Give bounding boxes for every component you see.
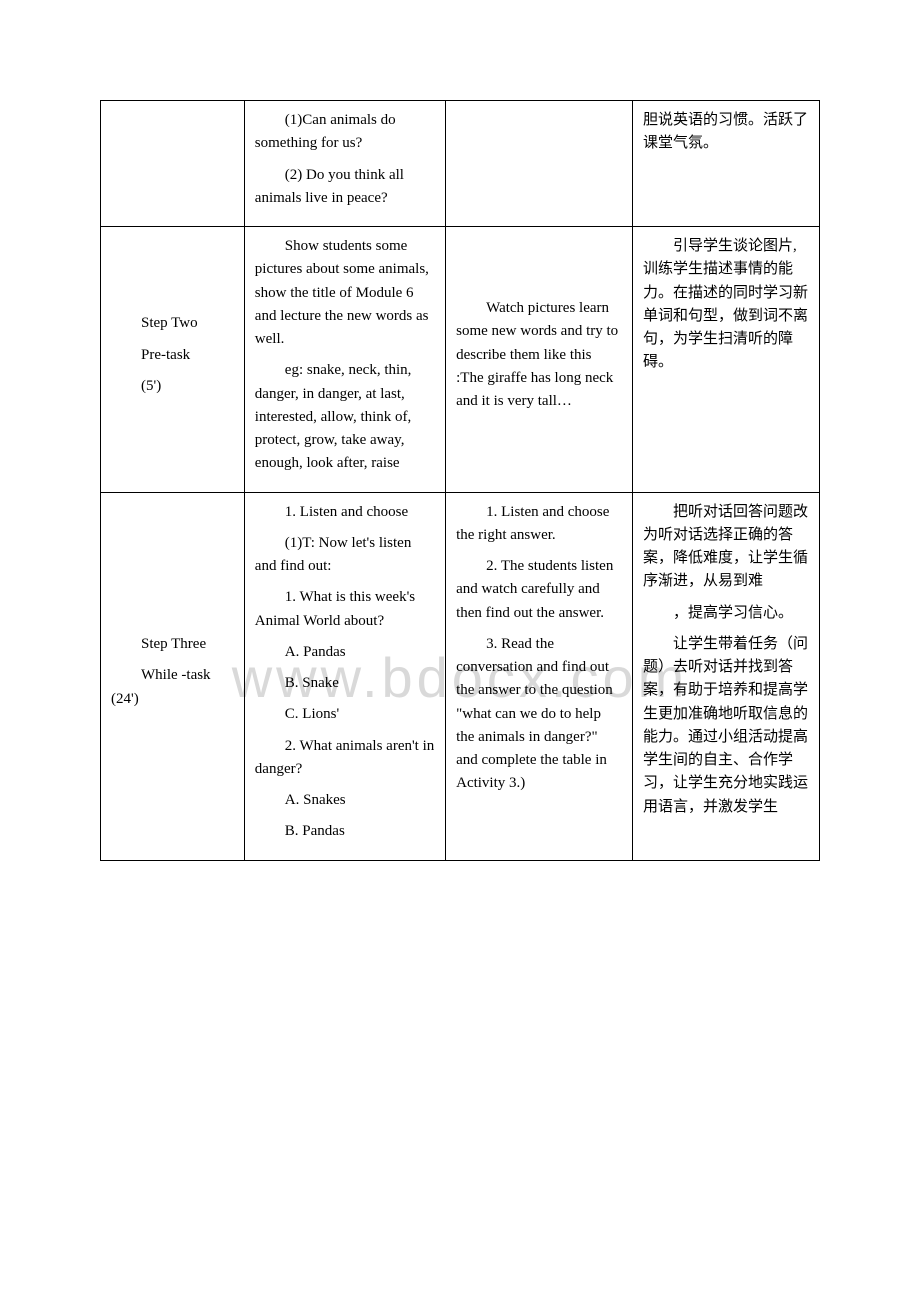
cell-teacher-0: (1)Can animals do something for us? (2) … bbox=[244, 101, 445, 227]
text: 让学生带着任务（问题）去听对话并找到答案，有助于培养和提高学生更加准确地听取信息… bbox=[643, 633, 809, 819]
text: 1. Listen and choose the right answer. bbox=[456, 501, 622, 548]
cell-step-1: Step Two Pre-task (5') bbox=[101, 227, 245, 493]
lesson-plan-table: (1)Can animals do something for us? (2) … bbox=[100, 100, 820, 861]
text: Step Two bbox=[111, 312, 234, 335]
text: 引导学生谈论图片,训练学生描述事情的能力。在描述的同时学习新单词和句型，做到词不… bbox=[643, 235, 809, 375]
cell-student-2: 1. Listen and choose the right answer. 2… bbox=[446, 492, 633, 860]
text: (1)T: Now let's listen and find out: bbox=[255, 532, 435, 579]
text: ，提高学习信心。 bbox=[643, 602, 809, 625]
text: While -task (24') bbox=[111, 664, 234, 711]
text: 把听对话回答问题改为听对话选择正确的答案，降低难度，让学生循序渐进，从易到难 bbox=[643, 501, 809, 594]
text: Watch pictures learn some new words and … bbox=[456, 297, 622, 413]
cell-purpose-0: 胆说英语的习惯。活跃了课堂气氛。 bbox=[633, 101, 820, 227]
cell-purpose-2: 把听对话回答问题改为听对话选择正确的答案，降低难度，让学生循序渐进，从易到难 ，… bbox=[633, 492, 820, 860]
text: 2. The students listen and watch careful… bbox=[456, 555, 622, 625]
cell-teacher-1: Show students some pictures about some a… bbox=[244, 227, 445, 493]
text: A. Pandas bbox=[255, 641, 435, 664]
cell-step-0 bbox=[101, 101, 245, 227]
text: (1)Can animals do something for us? bbox=[255, 109, 435, 156]
text: B. Snake bbox=[255, 672, 435, 695]
text: Step Three bbox=[111, 633, 234, 656]
text: 1. Listen and choose bbox=[255, 501, 435, 524]
cell-student-1: Watch pictures learn some new words and … bbox=[446, 227, 633, 493]
text: (5') bbox=[111, 375, 234, 398]
text: 3. Read the conversation and find out th… bbox=[456, 633, 622, 796]
text: 胆说英语的习惯。活跃了课堂气氛。 bbox=[643, 109, 809, 156]
text: Show students some pictures about some a… bbox=[255, 235, 435, 351]
text: (2) Do you think all animals live in pea… bbox=[255, 164, 435, 211]
cell-step-2: Step Three While -task (24') bbox=[101, 492, 245, 860]
text: C. Lions' bbox=[255, 703, 435, 726]
table-row: (1)Can animals do something for us? (2) … bbox=[101, 101, 820, 227]
cell-student-0 bbox=[446, 101, 633, 227]
table-row: Step Two Pre-task (5') Show students som… bbox=[101, 227, 820, 493]
text: 1. What is this week's Animal World abou… bbox=[255, 586, 435, 633]
cell-purpose-1: 引导学生谈论图片,训练学生描述事情的能力。在描述的同时学习新单词和句型，做到词不… bbox=[633, 227, 820, 493]
text: eg: snake, neck, thin, danger, in danger… bbox=[255, 359, 435, 475]
text: B. Pandas bbox=[255, 820, 435, 843]
text: 2. What animals aren't in danger? bbox=[255, 735, 435, 782]
text: A. Snakes bbox=[255, 789, 435, 812]
cell-teacher-2: 1. Listen and choose (1)T: Now let's lis… bbox=[244, 492, 445, 860]
text: Pre-task bbox=[111, 344, 234, 367]
table-row: Step Three While -task (24') 1. Listen a… bbox=[101, 492, 820, 860]
